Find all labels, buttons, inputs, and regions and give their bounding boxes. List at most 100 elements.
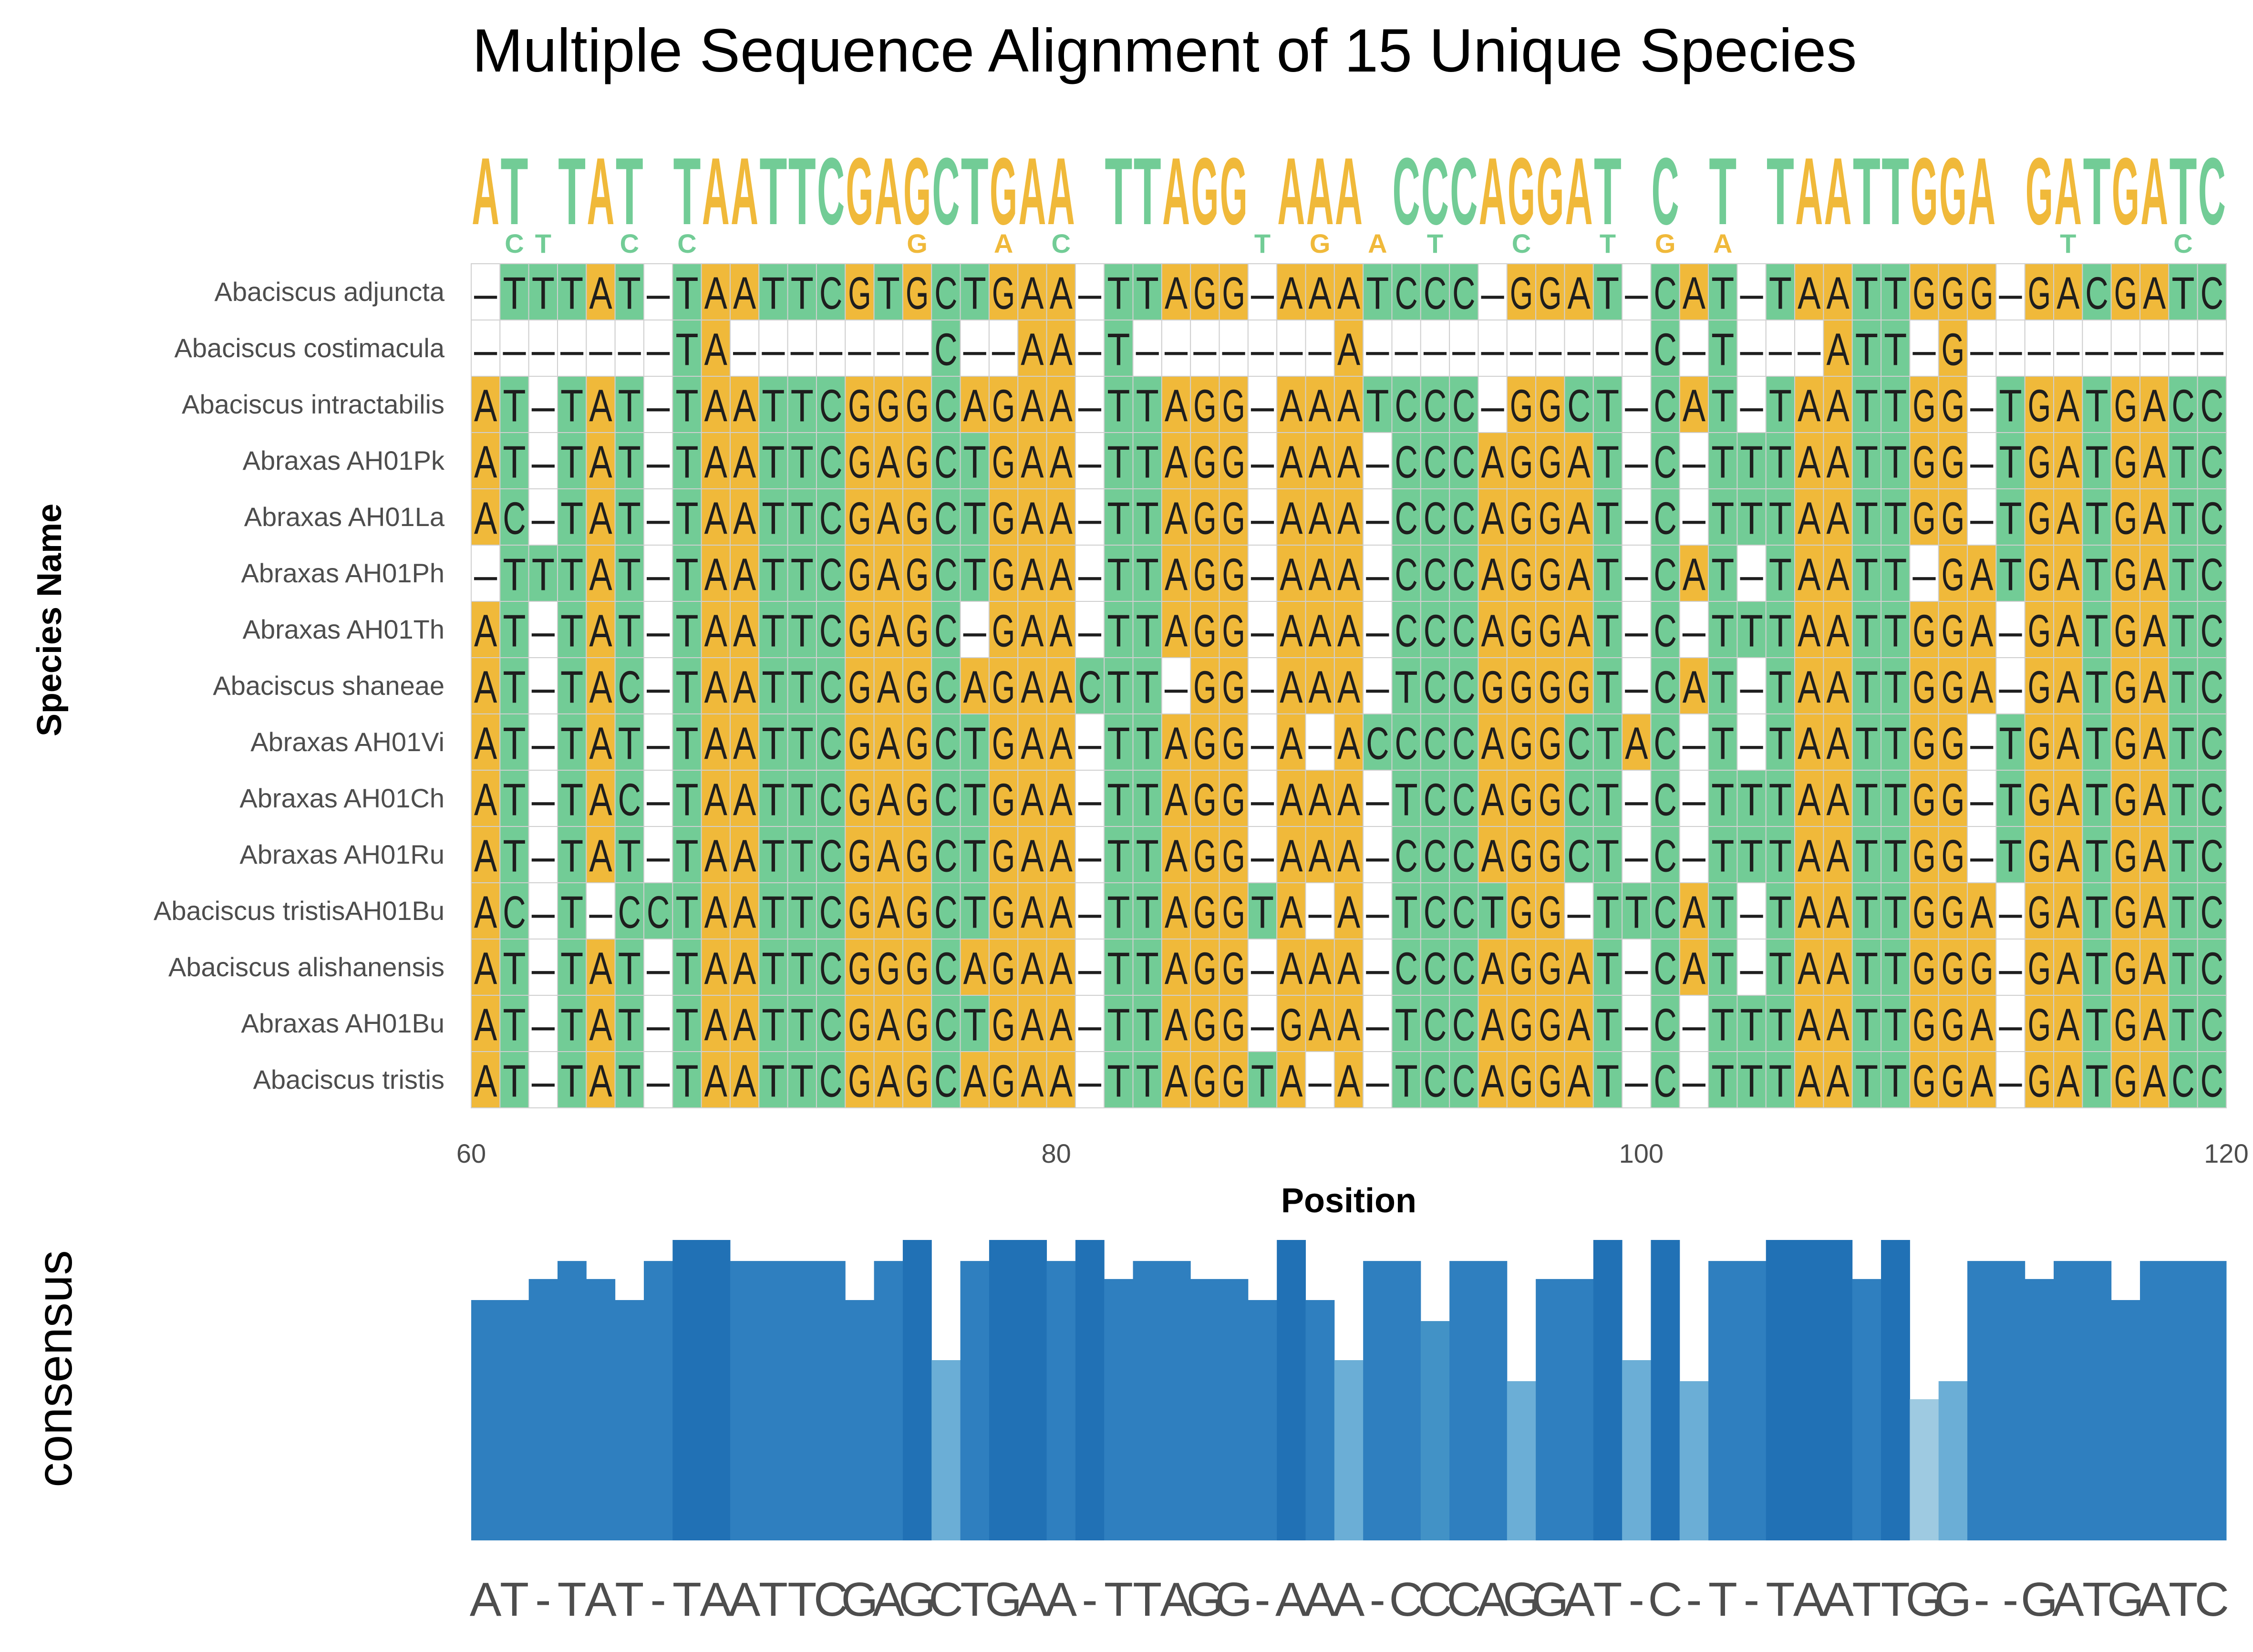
residue-label: T [1395, 887, 1418, 938]
alignment-cell [1938, 939, 1968, 996]
residue-label: – [532, 999, 555, 1050]
logo-letter: C [1450, 138, 1478, 245]
residue-label: G [2028, 268, 2051, 319]
residue-label: – [1625, 380, 1648, 431]
residue-label: C [819, 774, 842, 825]
alignment-cell [528, 882, 558, 940]
residue-label: – [2171, 324, 2195, 375]
alignment-cell [1736, 657, 1767, 714]
alignment-cell [1995, 601, 2026, 658]
consensus-char: A [1045, 1573, 1077, 1626]
residue-label: G [1222, 493, 1245, 544]
alignment-cell [1046, 713, 1076, 771]
residue-label: T [503, 943, 526, 994]
alignment-cell [729, 939, 760, 996]
residue-label: T [675, 943, 698, 994]
alignment-cell [1823, 882, 1853, 940]
alignment-cell [1305, 770, 1335, 827]
alignment-cell [701, 770, 731, 827]
residue-label: G [848, 830, 871, 881]
residue-label: A [2057, 268, 2079, 319]
residue-label: T [560, 268, 583, 319]
residue-label: – [1078, 380, 1102, 431]
residue-label: A [474, 436, 497, 487]
alignment-cell [931, 545, 961, 602]
logo-letter: T [1134, 138, 1161, 245]
residue-label: A [2057, 661, 2079, 712]
residue-label: G [2114, 1055, 2137, 1106]
alignment-cell [2110, 882, 2141, 940]
logo-minor-letter: G [1655, 228, 1676, 258]
alignment-cell [729, 601, 760, 658]
alignment-cell [845, 488, 875, 546]
residue-label: T [791, 1055, 814, 1106]
residue-label: A [1826, 830, 1849, 881]
alignment-cell [1592, 657, 1623, 714]
residue-label: T [1884, 1055, 1907, 1106]
residue-label: T [1136, 493, 1159, 544]
x-tick-label: 60 [456, 1138, 486, 1168]
residue-label: C [1567, 380, 1590, 431]
residue-label: – [1366, 999, 1389, 1050]
residue-label: G [992, 493, 1015, 544]
residue-label: – [503, 324, 526, 375]
logo-minor-letter: T [535, 228, 551, 258]
residue-label: – [1999, 661, 2022, 712]
alignment-cell [2139, 882, 2170, 940]
residue-label: A [1165, 380, 1188, 431]
alignment-cell [1938, 770, 1968, 827]
consensus-char: - [650, 1573, 666, 1626]
residue-label: – [1999, 943, 2022, 994]
residue-label: A [1798, 1055, 1820, 1106]
alignment-cell [2168, 657, 2198, 714]
residue-label: T [1481, 887, 1504, 938]
consensus-bar [1823, 1240, 1853, 1540]
residue-label: C [934, 887, 957, 938]
alignment-cell [1881, 713, 1911, 771]
residue-label: T [1107, 493, 1130, 544]
residue-label: – [1625, 549, 1648, 600]
residue-label: C [1452, 887, 1475, 938]
residue-label: A [704, 661, 727, 712]
residue-label: T [1711, 661, 1734, 712]
residue-label: A [2057, 1055, 2079, 1106]
residue-label: – [1366, 436, 1389, 487]
residue-label: T [1136, 999, 1159, 1050]
alignment-cell [1190, 770, 1220, 827]
alignment-cell [1736, 320, 1767, 377]
alignment-cell [902, 488, 932, 546]
residue-label: T [1596, 436, 1619, 487]
residue-label: A [1567, 999, 1590, 1050]
alignment-cell [1247, 545, 1278, 602]
alignment-cell [1276, 488, 1306, 546]
alignment-cell [1995, 826, 2026, 883]
residue-label: T [1136, 436, 1159, 487]
alignment-cell [1995, 770, 2026, 827]
residue-label: A [2057, 493, 2079, 544]
alignment-cell [1391, 713, 1421, 771]
residue-label: – [1539, 324, 1562, 375]
alignment-cell [2197, 432, 2227, 489]
residue-label: G [1193, 549, 1216, 600]
residue-label: G [1942, 436, 1964, 487]
residue-label: T [618, 605, 641, 656]
residue-label: G [2028, 1055, 2051, 1106]
residue-label: – [589, 324, 612, 375]
consensus-bar [960, 1261, 990, 1540]
residue-label: G [1222, 1055, 1245, 1106]
residue-label: – [532, 493, 555, 544]
residue-label: A [1337, 718, 1360, 769]
residue-label: – [1481, 324, 1505, 375]
residue-label: A [1280, 887, 1302, 938]
alignment-cell [1391, 263, 1421, 320]
consensus-label: consensus [27, 1250, 83, 1487]
residue-label: A [704, 380, 727, 431]
alignment-cell [1592, 601, 1623, 658]
residue-label: A [1826, 324, 1849, 375]
alignment-cell [1708, 882, 1738, 940]
residue-label: – [1251, 380, 1274, 431]
species-label: Abraxas AH01Pk [243, 445, 445, 475]
alignment-cell [1592, 545, 1623, 602]
residue-label: – [1510, 324, 1533, 375]
residue-label: G [1912, 1055, 1935, 1106]
